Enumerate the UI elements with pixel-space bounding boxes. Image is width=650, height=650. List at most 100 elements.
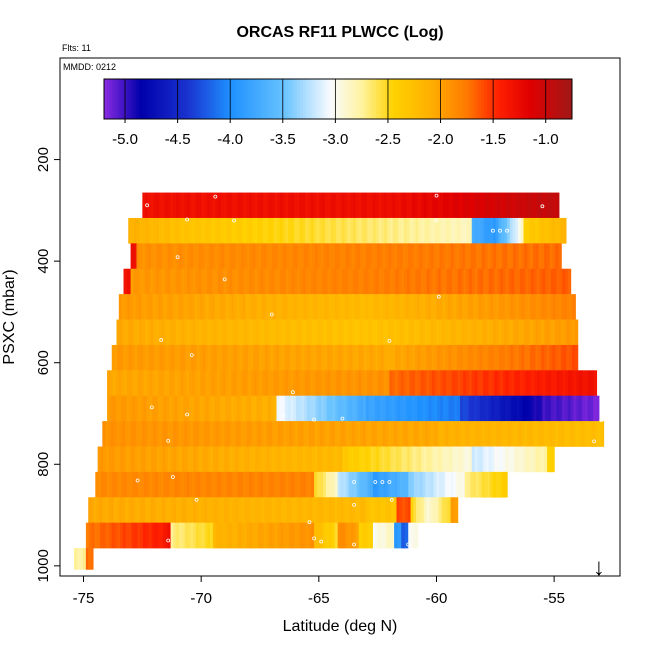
heatmap-cell	[285, 217, 289, 244]
colorbar-swatch	[147, 79, 152, 119]
heatmap-cell	[260, 268, 264, 295]
heatmap-cell	[290, 294, 294, 320]
heatmap-cell	[186, 395, 190, 422]
heatmap-cell	[509, 319, 514, 346]
heatmap-cell	[380, 370, 385, 397]
heatmap-cell	[258, 243, 262, 270]
heatmap-cell	[538, 421, 542, 447]
heatmap-cell	[175, 217, 179, 244]
heatmap-cell	[381, 217, 385, 244]
y-tick-label: 200	[35, 147, 52, 172]
heatmap-cell	[544, 446, 548, 473]
heatmap-cell	[322, 446, 327, 473]
heatmap-cell	[367, 446, 372, 473]
heatmap-cell	[349, 395, 353, 422]
heatmap-cell	[316, 217, 320, 244]
heatmap-cell	[392, 370, 396, 397]
heatmap-cell	[310, 217, 315, 244]
heatmap-cell	[374, 421, 378, 447]
heatmap-cell	[312, 395, 317, 422]
heatmap-cell	[437, 370, 442, 397]
heatmap-cell	[423, 446, 428, 473]
sample-marker	[166, 538, 171, 543]
heatmap-cell	[418, 497, 422, 523]
heatmap-cell	[389, 370, 393, 397]
heatmap-cell	[243, 522, 248, 549]
heatmap-cell	[549, 294, 554, 320]
heatmap-cell	[115, 471, 119, 498]
heatmap-cell	[238, 446, 242, 473]
heatmap-cell	[487, 344, 492, 371]
heatmap-cell	[133, 217, 138, 244]
heatmap-cell	[123, 268, 128, 295]
heatmap-cell	[504, 344, 509, 371]
heatmap-cell	[414, 192, 419, 219]
heatmap-cell	[399, 294, 404, 320]
heatmap-cell	[198, 268, 202, 295]
heatmap-cell	[370, 522, 374, 549]
heatmap-cell	[274, 217, 278, 244]
heatmap-cell	[420, 344, 424, 371]
heatmap-cell	[276, 217, 281, 244]
heatmap-cell	[356, 217, 360, 244]
heatmap-cell	[283, 497, 288, 523]
heatmap-cell	[574, 344, 579, 371]
heatmap-cell	[511, 395, 515, 422]
heatmap-cell	[374, 294, 378, 320]
sample-marker	[498, 228, 502, 233]
heatmap-cell	[323, 395, 328, 422]
heatmap-cell	[239, 344, 243, 371]
heatmap-cell	[201, 522, 206, 549]
heatmap-cell	[124, 370, 128, 397]
colorbar-swatch	[162, 79, 166, 119]
heatmap-cell	[297, 268, 301, 295]
heatmap-cell	[293, 395, 297, 422]
heatmap-cell	[300, 421, 304, 447]
heatmap-cell	[296, 217, 301, 244]
heatmap-cell	[527, 446, 531, 473]
heatmap-cell	[382, 421, 387, 447]
heatmap-cell	[327, 192, 332, 219]
colorbar-swatch	[437, 79, 441, 119]
colorbar-swatch	[387, 79, 392, 119]
heatmap-cell	[251, 370, 255, 397]
heatmap-cell	[504, 243, 508, 270]
heatmap-cell	[308, 471, 312, 498]
heatmap-cell	[223, 192, 228, 219]
heatmap-cell	[306, 421, 310, 447]
heatmap-cell	[231, 217, 236, 244]
heatmap-cell	[218, 268, 222, 295]
heatmap-cell	[184, 192, 188, 219]
heatmap-cell	[412, 192, 416, 219]
heatmap-cell	[240, 217, 244, 244]
heatmap-cell	[450, 471, 455, 498]
heatmap-cell	[521, 446, 526, 473]
heatmap-cell	[155, 370, 159, 397]
heatmap-cell	[218, 192, 222, 219]
colorbar-swatch	[569, 79, 573, 119]
heatmap-cell	[369, 344, 374, 371]
heatmap-cell	[361, 268, 366, 295]
heatmap-cell	[481, 421, 486, 447]
heatmap-cell	[207, 319, 211, 346]
heatmap-cell	[157, 522, 161, 549]
heatmap-cell	[487, 294, 491, 320]
heatmap-cell	[241, 319, 245, 346]
heatmap-cell	[132, 294, 137, 320]
heatmap-cell	[263, 421, 268, 447]
heatmap-cell	[158, 319, 163, 346]
heatmap-cell	[95, 471, 99, 498]
colorbar-swatch	[317, 79, 321, 119]
heatmap-cell	[505, 370, 510, 397]
heatmap-cell	[538, 243, 542, 270]
heatmap-cell	[542, 395, 546, 422]
heatmap-cell	[162, 344, 167, 371]
heatmap-cell	[229, 243, 234, 270]
heatmap-cell	[572, 421, 576, 447]
heatmap-cell	[535, 243, 540, 270]
heatmap-cell	[394, 243, 398, 270]
heatmap-cell	[302, 217, 306, 244]
heatmap-cell	[397, 522, 402, 549]
heatmap-cell	[563, 217, 567, 244]
flights-label: Flts: 11	[62, 43, 91, 53]
